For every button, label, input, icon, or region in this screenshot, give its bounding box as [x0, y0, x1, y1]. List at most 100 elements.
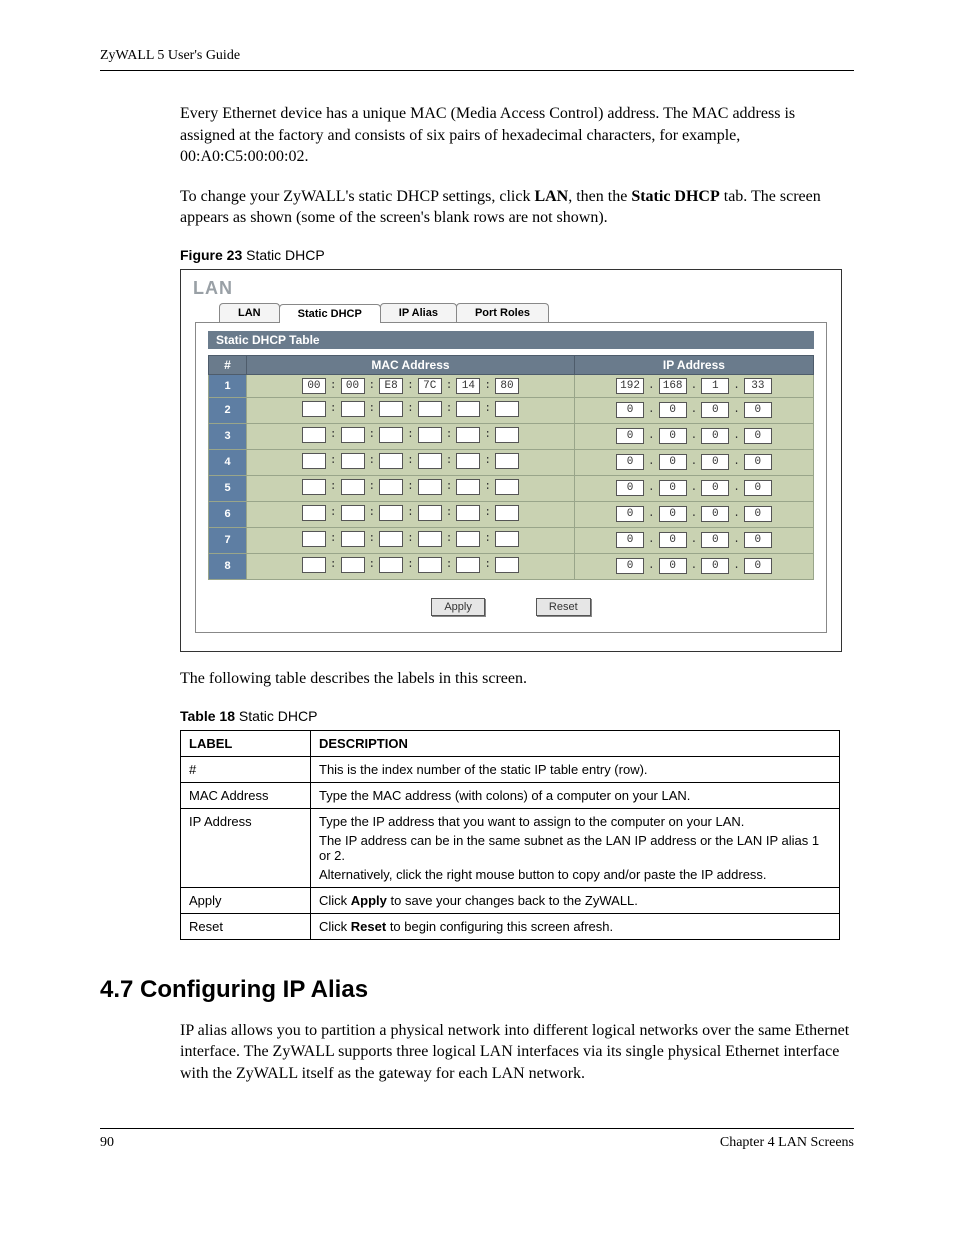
ip-octet-input[interactable]: 0: [616, 454, 644, 470]
mac-octet-input[interactable]: [418, 505, 442, 521]
ip-octet-input[interactable]: 0: [744, 402, 772, 418]
ip-octet-input[interactable]: 0: [659, 402, 687, 418]
ip-octet-input[interactable]: 0: [744, 480, 772, 496]
ip-octet-input[interactable]: 0: [659, 506, 687, 522]
dot-separator: .: [731, 404, 742, 416]
apply-button[interactable]: Apply: [431, 598, 485, 616]
ip-octet-input[interactable]: 1: [701, 378, 729, 394]
ip-octet-input[interactable]: 0: [616, 532, 644, 548]
reset-button[interactable]: Reset: [536, 598, 591, 616]
ip-octet-input[interactable]: 0: [659, 558, 687, 574]
mac-octet-input[interactable]: E8: [379, 378, 403, 394]
mac-octet-input[interactable]: [302, 401, 326, 417]
mac-octet-input[interactable]: [302, 531, 326, 547]
mac-octet-input[interactable]: [418, 557, 442, 573]
mac-octet-input[interactable]: [456, 453, 480, 469]
mac-octet-input[interactable]: [418, 453, 442, 469]
mac-octet-input[interactable]: 80: [495, 378, 519, 394]
ip-address-cell: 0.0.0.0: [574, 449, 813, 475]
ip-octet-input[interactable]: 0: [659, 480, 687, 496]
mac-octet-input[interactable]: [418, 531, 442, 547]
mac-octet-input[interactable]: [456, 479, 480, 495]
ip-address-cell: 0.0.0.0: [574, 553, 813, 579]
ip-octet-input[interactable]: 0: [659, 428, 687, 444]
row-index: 5: [209, 475, 247, 501]
mac-octet-input[interactable]: [302, 557, 326, 573]
mac-octet-input[interactable]: [456, 557, 480, 573]
ip-octet-input[interactable]: 0: [659, 454, 687, 470]
mac-octet-input[interactable]: [495, 505, 519, 521]
ip-octet-input[interactable]: 192: [616, 378, 644, 394]
ip-octet-input[interactable]: 0: [616, 506, 644, 522]
mac-octet-input[interactable]: [495, 479, 519, 495]
tab-static-dhcp[interactable]: Static DHCP: [279, 304, 381, 323]
ip-octet-input[interactable]: 0: [616, 558, 644, 574]
mac-octet-input[interactable]: 7C: [418, 378, 442, 394]
mac-octet-input[interactable]: [495, 401, 519, 417]
ip-octet-input[interactable]: 0: [701, 454, 729, 470]
ip-octet-input[interactable]: 0: [744, 506, 772, 522]
mac-octet-input[interactable]: [341, 531, 365, 547]
tab-ip-alias[interactable]: IP Alias: [380, 303, 457, 322]
mac-octet-input[interactable]: [379, 401, 403, 417]
mac-octet-input[interactable]: [302, 505, 326, 521]
mac-octet-input[interactable]: [341, 505, 365, 521]
ip-address-cell: 192.168.1.33: [574, 374, 813, 397]
ip-octet-input[interactable]: 0: [744, 558, 772, 574]
description-cell: Type the MAC address (with colons) of a …: [311, 782, 840, 808]
ip-octet-input[interactable]: 0: [701, 506, 729, 522]
mac-octet-input[interactable]: [302, 453, 326, 469]
label-cell: IP Address: [181, 808, 311, 887]
mac-octet-input[interactable]: 00: [341, 378, 365, 394]
mac-octet-input[interactable]: [418, 427, 442, 443]
mac-octet-input[interactable]: [495, 453, 519, 469]
mac-octet-input[interactable]: [456, 401, 480, 417]
mac-octet-input[interactable]: [418, 479, 442, 495]
ip-octet-input[interactable]: 0: [744, 454, 772, 470]
ip-octet-input[interactable]: 0: [659, 532, 687, 548]
ip-octet-input[interactable]: 0: [701, 532, 729, 548]
mac-octet-input[interactable]: [456, 505, 480, 521]
mac-octet-input[interactable]: [341, 453, 365, 469]
mac-octet-input[interactable]: [302, 427, 326, 443]
dot-separator: .: [689, 560, 700, 572]
ip-octet-input[interactable]: 0: [701, 558, 729, 574]
ip-octet-input[interactable]: 0: [616, 402, 644, 418]
mac-octet-input[interactable]: [379, 427, 403, 443]
mac-octet-input[interactable]: [456, 531, 480, 547]
mac-octet-input[interactable]: [456, 427, 480, 443]
mac-octet-input[interactable]: [341, 427, 365, 443]
mac-octet-input[interactable]: [302, 479, 326, 495]
mac-octet-input[interactable]: [341, 479, 365, 495]
ip-octet-input[interactable]: 0: [744, 532, 772, 548]
ip-octet-input[interactable]: 168: [659, 378, 687, 394]
mac-octet-input[interactable]: [379, 531, 403, 547]
dot-separator: .: [646, 430, 657, 442]
ip-octet-input[interactable]: 33: [744, 378, 772, 394]
mac-octet-input[interactable]: [379, 479, 403, 495]
ip-octet-input[interactable]: 0: [616, 480, 644, 496]
table-row: 3:::::0.0.0.0: [209, 423, 814, 449]
ip-octet-input[interactable]: 0: [701, 428, 729, 444]
mac-octet-input[interactable]: [379, 453, 403, 469]
ip-octet-input[interactable]: 0: [701, 480, 729, 496]
tab-port-roles[interactable]: Port Roles: [456, 303, 549, 322]
mac-octet-input[interactable]: [418, 401, 442, 417]
ip-octet-input[interactable]: 0: [744, 428, 772, 444]
mac-octet-input[interactable]: 14: [456, 378, 480, 394]
mac-octet-input[interactable]: [495, 531, 519, 547]
colon-separator: :: [482, 533, 493, 545]
figure-23-title: Static DHCP: [242, 247, 324, 263]
row-index: 4: [209, 449, 247, 475]
mac-octet-input[interactable]: [379, 557, 403, 573]
mac-octet-input[interactable]: [495, 557, 519, 573]
mac-octet-input[interactable]: [341, 557, 365, 573]
ip-octet-input[interactable]: 0: [616, 428, 644, 444]
mac-octet-input[interactable]: 00: [302, 378, 326, 394]
ip-octet-input[interactable]: 0: [701, 402, 729, 418]
mac-octet-input[interactable]: [379, 505, 403, 521]
tab-lan[interactable]: LAN: [219, 303, 280, 322]
table-18-title: Static DHCP: [235, 708, 317, 724]
mac-octet-input[interactable]: [341, 401, 365, 417]
mac-octet-input[interactable]: [495, 427, 519, 443]
